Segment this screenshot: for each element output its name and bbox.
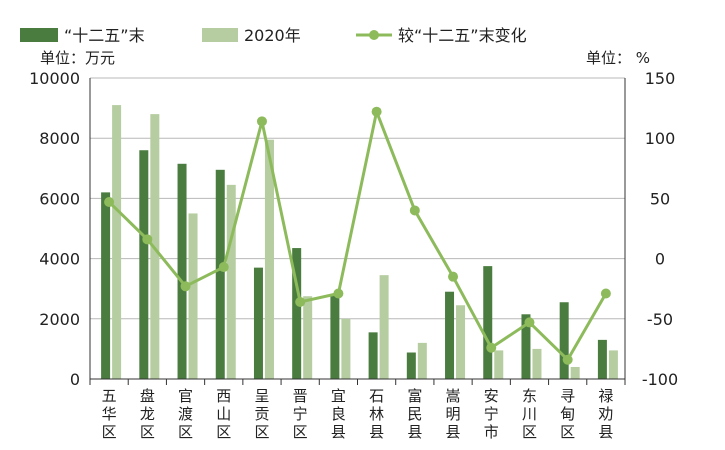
legend-label-s2: 2020年 — [244, 26, 301, 45]
bar — [379, 275, 389, 379]
change-point — [371, 106, 382, 117]
bar — [406, 352, 416, 379]
change-line — [104, 106, 611, 365]
bars — [101, 105, 618, 380]
bar — [101, 192, 111, 379]
axes: 0 2000 4000 6000 8000 10000 -100 -50 0 50 100 150 五华… — [29, 69, 678, 441]
change-point — [295, 296, 306, 307]
change-point — [486, 342, 497, 353]
bar — [494, 350, 504, 379]
change-point — [409, 205, 420, 216]
category-label: 西山区 — [216, 387, 231, 441]
change-point — [180, 281, 191, 292]
bar — [608, 350, 618, 379]
change-point — [104, 197, 115, 208]
bar — [570, 366, 580, 379]
bar — [292, 248, 302, 379]
bar — [456, 305, 466, 379]
left-tick-label: 6000 — [39, 189, 80, 208]
right-tick-label: 100 — [645, 129, 676, 148]
bar — [532, 348, 542, 379]
legend-swatch-s1 — [20, 28, 58, 42]
change-point — [142, 234, 153, 245]
category-label: 宜良县 — [331, 387, 346, 441]
legend-marker-s3 — [369, 30, 379, 40]
change-point — [524, 317, 535, 328]
category-label: 官渡区 — [178, 387, 193, 441]
bar — [264, 139, 274, 379]
change-series-line — [108, 110, 608, 362]
change-point — [562, 354, 573, 365]
legend-label-s3: 较“十二五”末变化 — [398, 26, 527, 45]
bar — [112, 105, 122, 379]
category-label: 安宁市 — [484, 387, 499, 441]
category-label: 富民县 — [407, 387, 422, 441]
right-axis-unit-label: 单位： % — [586, 49, 650, 67]
bar — [253, 267, 263, 379]
change-point — [448, 271, 459, 282]
bar — [597, 339, 607, 379]
bar — [330, 294, 340, 379]
left-tick-label: 8000 — [39, 129, 80, 148]
category-label: 禄劝县 — [598, 387, 613, 441]
bar — [417, 342, 427, 379]
change-point — [256, 116, 267, 127]
category-label: 石林县 — [369, 387, 384, 441]
bar — [445, 291, 455, 379]
right-tick-label: 0 — [655, 250, 665, 269]
bar — [303, 296, 313, 379]
category-label: 晋宁区 — [293, 387, 308, 441]
category-label: 五华区 — [102, 387, 117, 441]
right-tick-label: 50 — [650, 189, 670, 208]
bar — [559, 302, 569, 379]
legend-label-s1: “十二五”末 — [64, 26, 145, 45]
category-label: 呈贡区 — [254, 387, 269, 441]
change-point — [333, 288, 344, 299]
category-label: 嵩明县 — [446, 387, 461, 441]
bar — [226, 184, 236, 379]
bar — [177, 163, 187, 379]
category-label: 东川区 — [522, 387, 537, 441]
left-axis-unit-label: 单位：万元 — [40, 49, 115, 67]
right-tick-label: -100 — [642, 370, 678, 389]
left-tick-label: 10000 — [29, 69, 80, 88]
legend-swatch-s2 — [202, 28, 238, 42]
bar — [215, 169, 225, 379]
category-label: 寻甸区 — [560, 387, 575, 441]
bar — [188, 213, 198, 379]
change-point — [218, 262, 229, 273]
bar — [521, 314, 531, 379]
legend: “十二五”末 2020年 较“十二五”末变化 — [20, 26, 527, 45]
category-label: 盘龙区 — [140, 387, 155, 441]
bar — [341, 318, 351, 379]
left-tick-label: 4000 — [39, 250, 80, 269]
left-tick-label: 2000 — [39, 310, 80, 329]
bar — [368, 332, 378, 379]
left-tick-label: 0 — [70, 370, 80, 389]
bar — [483, 266, 493, 379]
change-point — [600, 288, 611, 299]
right-tick-label: 150 — [645, 69, 676, 88]
right-tick-label: -50 — [647, 310, 673, 329]
bar — [139, 150, 149, 379]
